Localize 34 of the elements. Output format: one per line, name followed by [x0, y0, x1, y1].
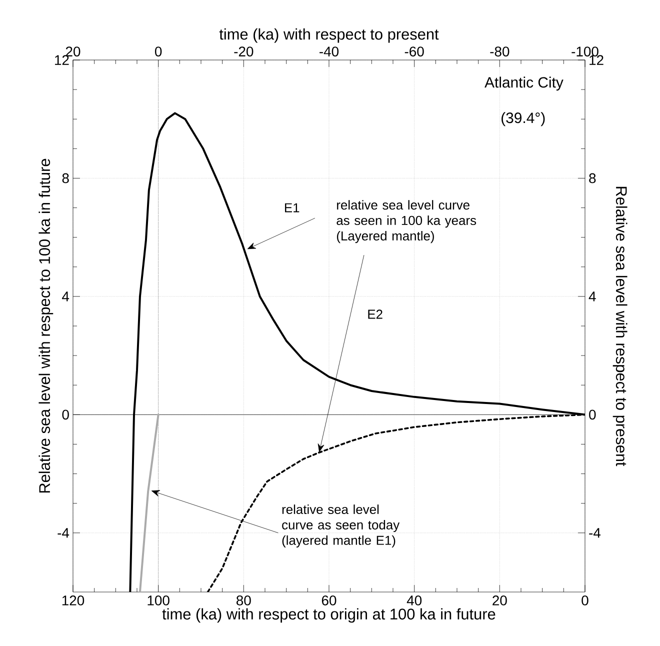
x2-tick-label: -80	[490, 46, 510, 56]
y-tick-label: 12	[55, 55, 69, 65]
x-tick-label: 0	[582, 596, 588, 606]
annotation: E2	[368, 310, 382, 319]
x-tick-label: 40	[406, 596, 422, 606]
x2-axis-title: time (ka) with respect to present	[219, 28, 439, 43]
y2-tick-label: 0	[589, 410, 596, 420]
x-tick-label: 100	[148, 596, 170, 606]
x-tick-label: 80	[236, 596, 251, 606]
annotation: Atlantic City	[484, 76, 564, 91]
annotation: relative sea level curve as seen today (layered mantle E1)	[282, 504, 400, 548]
y2-axis-title: Relative sea level with respect to present	[612, 186, 628, 466]
x-tick-label: 120	[62, 596, 84, 606]
x2-tick-label: 0	[154, 46, 162, 56]
annotation: relative sea level curve as seen in 100 ka years (Layered mantle)	[336, 200, 476, 244]
x-tick-label: 60	[322, 596, 336, 606]
y-axis-title: Relative sea level with respect to 100 ka in future	[38, 158, 54, 493]
y2-tick-label: 12	[590, 55, 604, 65]
y-tick-label: 8	[62, 173, 69, 184]
annotation: (39.4°)	[502, 112, 545, 126]
x2-tick-label: -60	[404, 46, 424, 56]
y-tick-label: 0	[62, 410, 69, 420]
y-tick-label: 4	[62, 292, 70, 302]
x2-tick-label: -100	[572, 46, 598, 56]
y2-tick-label: -4	[589, 528, 601, 538]
y2-tick-label: 8	[589, 173, 596, 184]
x2-tick-label: 20	[66, 46, 80, 56]
annotation: E1	[285, 203, 300, 212]
x-axis-title: time (ka) with respect to origin at 100 ka in future	[162, 608, 496, 623]
x-tick-label: 20	[492, 596, 507, 606]
y-tick-label: -4	[58, 528, 70, 538]
y2-tick-label: 4	[588, 292, 596, 302]
x2-tick-label: -40	[320, 46, 339, 56]
x2-tick-label: -20	[234, 46, 254, 56]
